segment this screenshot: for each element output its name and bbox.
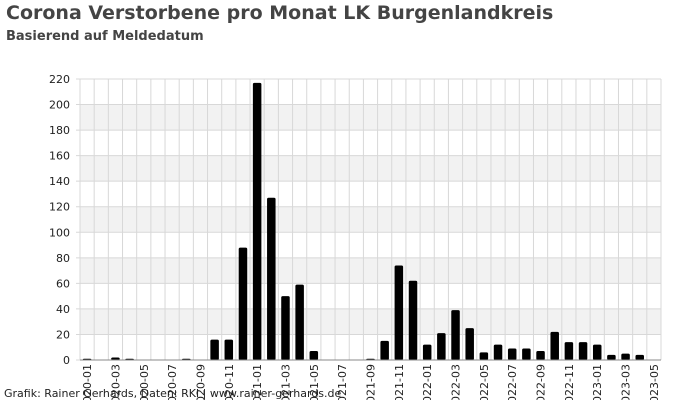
bar [238,247,248,360]
bar [578,342,588,360]
band [80,104,661,131]
band [80,155,661,182]
x-tick-label: 2023-03 [620,364,633,400]
bar [536,351,545,360]
y-tick-label: 100 [49,226,70,239]
bar [522,348,531,360]
x-tick-label: 2022-11 [563,364,576,400]
y-tick-label: 160 [49,150,70,163]
bar [592,344,602,360]
bar [621,353,630,360]
x-tick-label: 2023-01 [591,364,604,400]
y-tick-label: 40 [56,303,70,316]
bar [111,357,120,360]
x-tick-label: 2020-09 [194,364,207,400]
x-tick-label: 2022-03 [450,364,463,400]
bar [267,197,276,360]
bar [380,340,389,360]
x-tick-label: 2020-07 [166,364,179,400]
x-tick-label: 2021-05 [308,364,321,400]
y-tick-label: 60 [56,277,70,290]
y-tick-label: 80 [56,252,70,265]
y-tick-label: 180 [49,124,70,137]
x-tick-label: 2020-05 [138,364,151,400]
bar [607,354,616,360]
bar [281,296,290,360]
footer: Grafik: Rainer Gerhards, Daten: RKI | ww… [4,387,342,400]
bar [394,265,404,360]
x-tick-label: 2021-03 [279,364,292,400]
plot: 0 20 40 60 80 100 120 140 160 180 200 220 2020-01 202… [49,73,662,400]
x-tick-label: 2022-09 [535,364,548,400]
bar [224,339,234,360]
bar [550,331,559,360]
x-tick-label: 2021-07 [336,364,349,400]
band [80,206,661,233]
x-tick-label: 2020-01 [81,364,94,400]
band [80,257,661,284]
x-tick-label: 2021-09 [365,364,378,400]
x-tick-label: 2022-05 [478,364,491,400]
x-tick-label: 2020-11 [223,364,236,400]
y-tick-label: 220 [49,73,70,86]
y-tick-label: 200 [49,99,70,112]
x-tick-label: 2022-01 [421,364,434,400]
band [80,308,661,335]
x-tick-label: 2023-05 [648,364,661,400]
chart-title: Corona Verstorbene pro Monat LK Burgenla… [6,2,553,24]
bar [210,339,219,360]
bar [493,344,503,360]
bar [479,352,489,360]
bar [252,82,262,360]
x-tick-label: 2022-07 [506,364,519,400]
bar [451,310,460,360]
y-tick-label: 20 [56,328,70,341]
chart-subtitle: Basierend auf Meldedatum [6,29,204,44]
bar [465,328,474,360]
x-tick-label: 2020-03 [109,364,122,400]
y-tick-label: 120 [49,201,70,214]
y-tick-label: 0 [63,354,70,367]
bar [408,280,418,360]
bar [564,342,574,360]
y-tick-label: 140 [49,175,70,188]
bar [309,351,319,360]
x-tick-label: 2021-01 [251,364,264,400]
bar [295,284,304,360]
x-tick-label: 2021-11 [393,364,406,400]
bar [422,344,432,360]
bar [507,348,517,360]
bar [635,354,644,360]
bar [437,333,446,360]
